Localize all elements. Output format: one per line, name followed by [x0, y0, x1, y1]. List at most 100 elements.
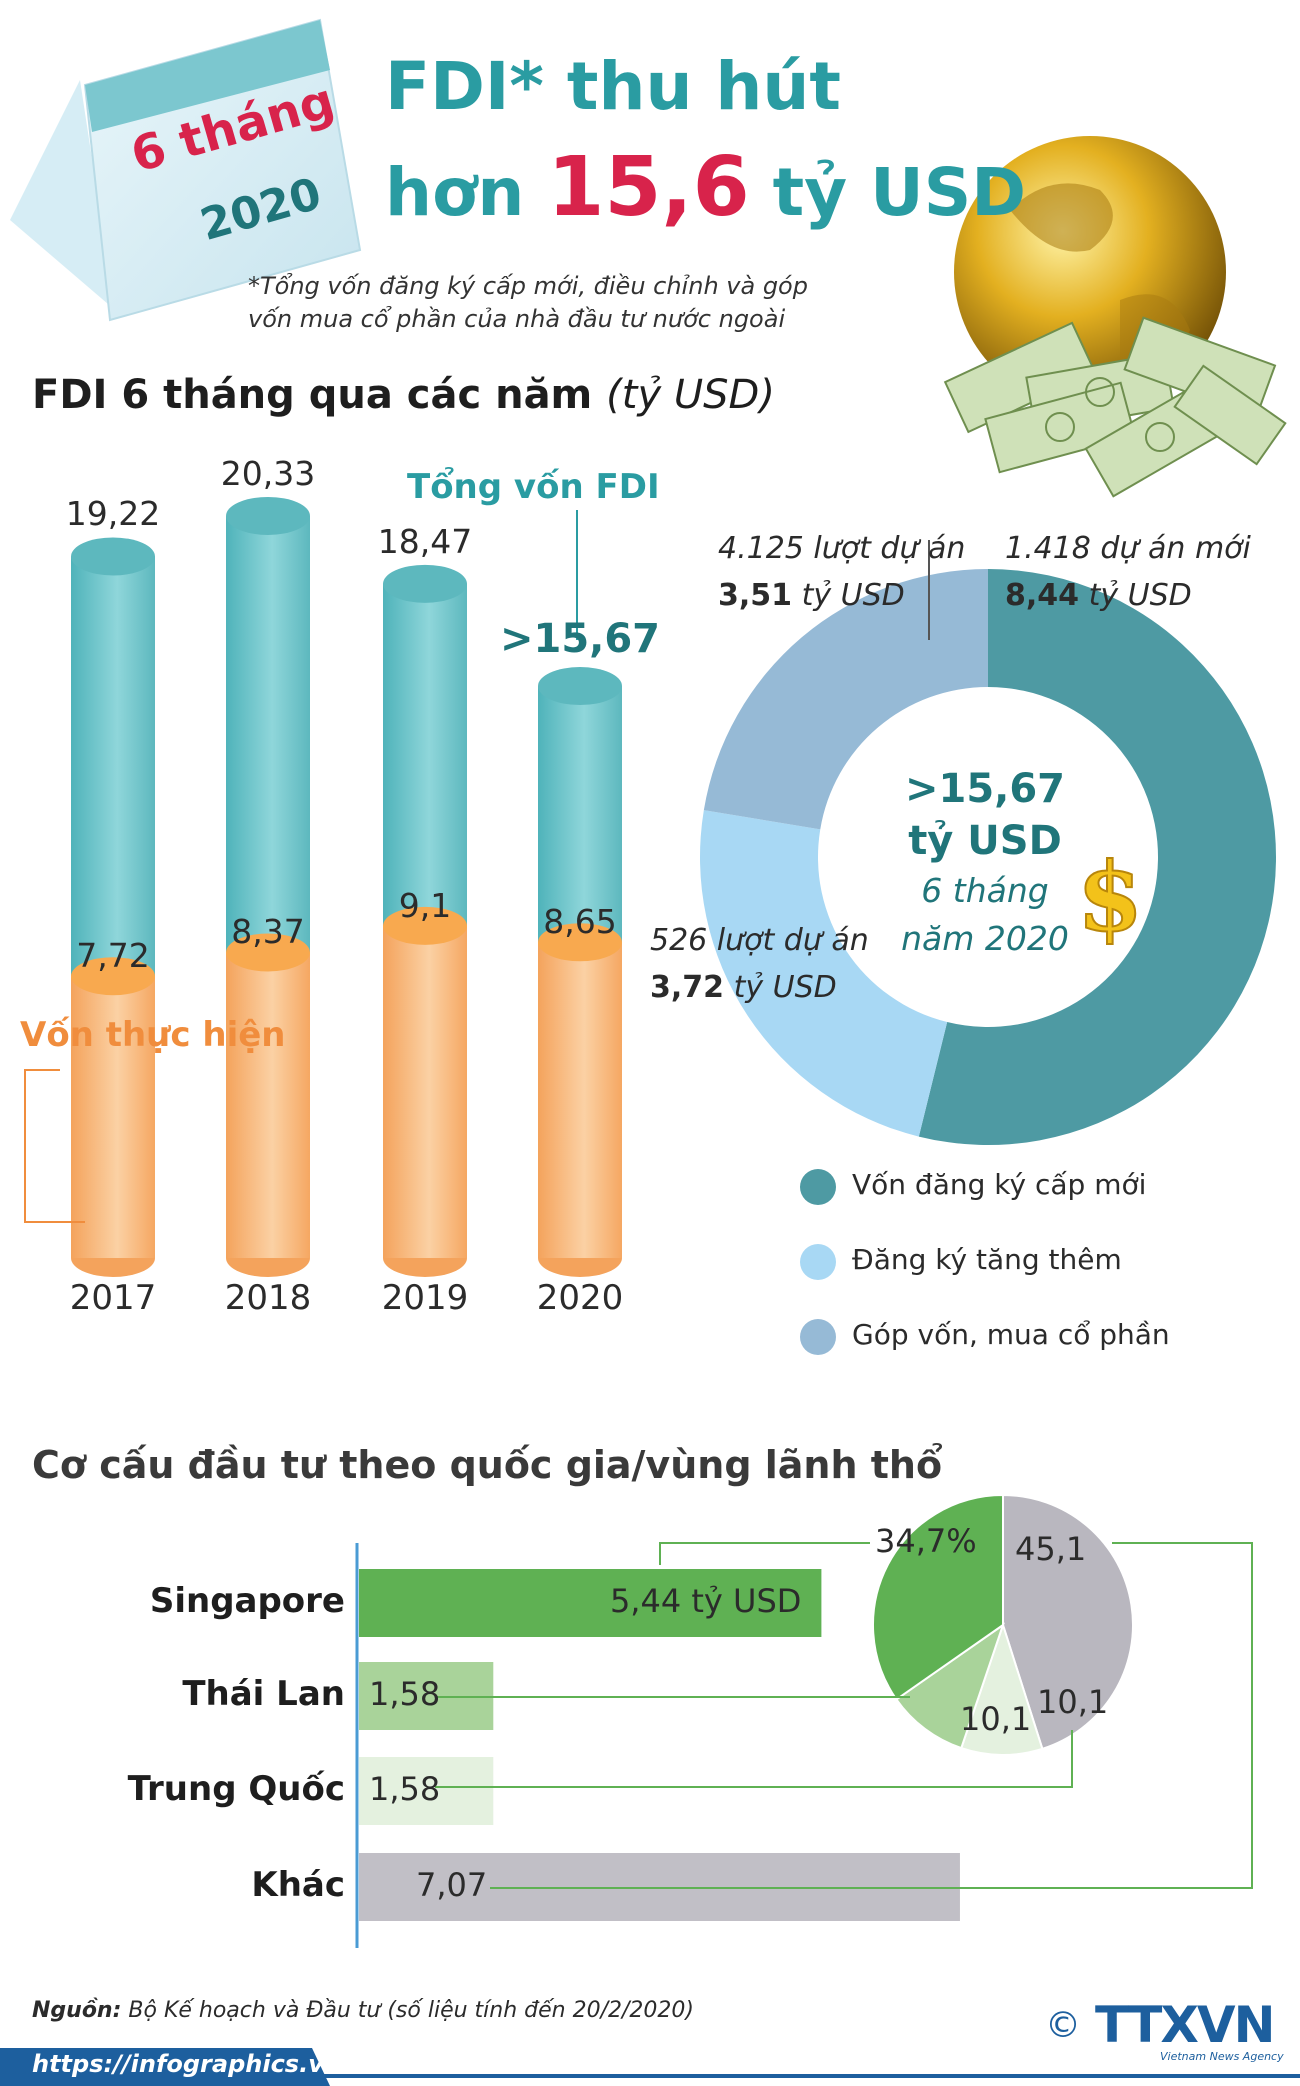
realized-label-2018: 8,37: [231, 912, 305, 952]
legend-label-added: Đăng ký tăng thêm: [852, 1243, 1122, 1276]
source-label: Nguồn:: [32, 1998, 122, 2023]
bar-split-2018: [226, 933, 310, 972]
realized-label-2017: 7,72: [76, 936, 150, 976]
chart3-title: Cơ cấu đầu tư theo quốc gia/vùng lãnh th…: [32, 1443, 943, 1487]
chart1-title: FDI 6 tháng qua các năm: [32, 372, 593, 418]
chart1-heading: FDI 6 tháng qua các năm (tỷ USD): [32, 372, 775, 418]
total-label-2019: 18,47: [377, 521, 473, 561]
added-unit: tỷ USD: [733, 970, 837, 1005]
title-number: 15,6: [547, 140, 750, 235]
series-label-realized: Vốn thực hiện: [20, 1015, 286, 1055]
hbar-0: [359, 1569, 822, 1637]
calendar-card: [10, 18, 362, 322]
bar-realized-2019: [383, 925, 467, 1258]
title-footnote: *Tổng vốn đăng ký cấp mới, điều chỉnh và…: [248, 272, 808, 333]
pie-slice-3: [1002, 1493, 1134, 1751]
center-year: năm 2020: [901, 919, 1069, 958]
bar-split-2020: [538, 923, 622, 962]
hbar-value-0: 5,44 tỷ USD: [609, 1582, 802, 1620]
realized-capital-pointer-line: [24, 1069, 85, 1223]
year-label-2020: 2020: [536, 1278, 624, 1318]
pie-label-2: 10,1: [1037, 1683, 1109, 1721]
pie-slice-2: [960, 1621, 1044, 1756]
total-label-2018: 20,33: [220, 453, 316, 493]
pie-slice-1: [895, 1622, 1005, 1750]
donut-label-new: 1.418 dự án mới 8,44 tỷ USD: [1005, 525, 1251, 619]
new-unit: tỷ USD: [1088, 578, 1192, 613]
fdi-yearly-bar-chart: [71, 496, 622, 1277]
pie-label-0: 34,7%: [875, 1522, 977, 1560]
copyright-icon: ©: [1045, 2005, 1081, 2046]
donut-slice-1: [700, 810, 948, 1137]
shares-unit: tỷ USD: [801, 578, 905, 613]
source-note: Nguồn: Bộ Kế hoạch và Đầu tư (số liệu tí…: [32, 1998, 694, 2023]
legend-dot-added: [800, 1244, 836, 1280]
bar-realized-2020: [538, 942, 622, 1258]
pie-label-1: 10,1: [960, 1700, 1032, 1738]
bar-total-2020: [538, 686, 622, 943]
ttxvn-logo: TTXVN: [1095, 1996, 1275, 2054]
footer-url-band: [0, 2048, 330, 2086]
pie-slice-0: [872, 1493, 1004, 1701]
footer-url-link[interactable]: https://infographics.vn: [32, 2050, 341, 2078]
fdi-structure-donut: [700, 569, 1276, 1145]
center-value: >15,67: [904, 766, 1066, 812]
legend-label-new: Vốn đăng ký cấp mới: [852, 1168, 1147, 1201]
pie-label-3: 45,1: [1015, 1530, 1087, 1568]
page-title-line2: hơn 15,6 tỷ USD: [385, 140, 1026, 235]
donut-center-text: >15,67 tỷ USD 6 tháng năm 2020: [865, 763, 1105, 963]
center-period: 6 tháng: [921, 871, 1049, 910]
legend-dot-shares: [800, 1319, 836, 1355]
title-prefix: hơn: [385, 154, 525, 231]
year-label-2018: 2018: [224, 1278, 312, 1318]
bar-top-2018: [226, 496, 310, 535]
svg-text:$: $: [1077, 842, 1143, 953]
dollar-icon: $: [1076, 841, 1144, 954]
country-label-1: Thái Lan: [182, 1674, 345, 1714]
hbar-value-3: 7,07: [416, 1866, 488, 1904]
bar-top-2020: [538, 667, 622, 706]
bar-total-2018: [226, 515, 310, 953]
country-label-2: Trung Quốc: [127, 1769, 345, 1809]
bar-realized-2018: [226, 952, 310, 1258]
legend-dot-new: [800, 1169, 836, 1205]
source-text: Bộ Kế hoạch và Đầu tư (số liệu tính đến …: [128, 1998, 694, 2023]
legend-label-shares: Góp vốn, mua cổ phần: [852, 1318, 1170, 1351]
chart1-unit: (tỷ USD): [606, 372, 775, 418]
donut-label-shares: 4.125 lượt dự án 3,51 tỷ USD: [718, 525, 965, 619]
country-label-3: Khác: [251, 1865, 345, 1905]
globe-money-illustration: [943, 136, 1287, 498]
bar-realized-2017: [71, 976, 155, 1258]
title-suffix: tỷ USD: [772, 154, 1027, 231]
added-projects: 526 lượt dự án: [650, 923, 869, 958]
donut-slice-2: [703, 569, 988, 830]
donut-slice-0: [918, 569, 1276, 1145]
center-unit: tỷ USD: [908, 818, 1062, 864]
hbar-value-2: 1,58: [369, 1770, 441, 1808]
year-label-2017: 2017: [69, 1278, 157, 1318]
bar-top-2019: [383, 564, 467, 603]
bar-top-2017: [71, 537, 155, 576]
year-label-2019: 2019: [381, 1278, 469, 1318]
country-pie-chart: [872, 1493, 1134, 1756]
hbar-value-1: 1,58: [369, 1675, 441, 1713]
donut-label-added: 526 lượt dự án 3,72 tỷ USD: [650, 917, 869, 1011]
added-value: 3,72: [650, 970, 725, 1005]
bar-split-2019: [383, 906, 467, 945]
new-projects: 1.418 dự án mới: [1005, 531, 1251, 566]
country-label-0: Singapore: [149, 1581, 345, 1621]
bar-total-2017: [71, 556, 155, 977]
series-label-total-fdi: Tổng vốn FDI: [407, 467, 660, 507]
ttxvn-logo-subtitle: Vietnam News Agency: [1160, 2050, 1284, 2063]
connector-lines: [435, 1542, 1253, 1889]
bar-split-2017: [71, 957, 155, 996]
shares-projects: 4.125 lượt dự án: [718, 531, 966, 566]
shares-value: 3,51: [718, 578, 793, 613]
realized-label-2019: 9,1: [398, 885, 452, 925]
total-label-2020: >15,67: [499, 616, 661, 663]
new-value: 8,44: [1005, 578, 1080, 613]
page-title-line1: FDI* thu hút: [385, 48, 841, 125]
bar-total-2019: [383, 583, 467, 926]
total-label-2017: 19,22: [65, 494, 161, 534]
